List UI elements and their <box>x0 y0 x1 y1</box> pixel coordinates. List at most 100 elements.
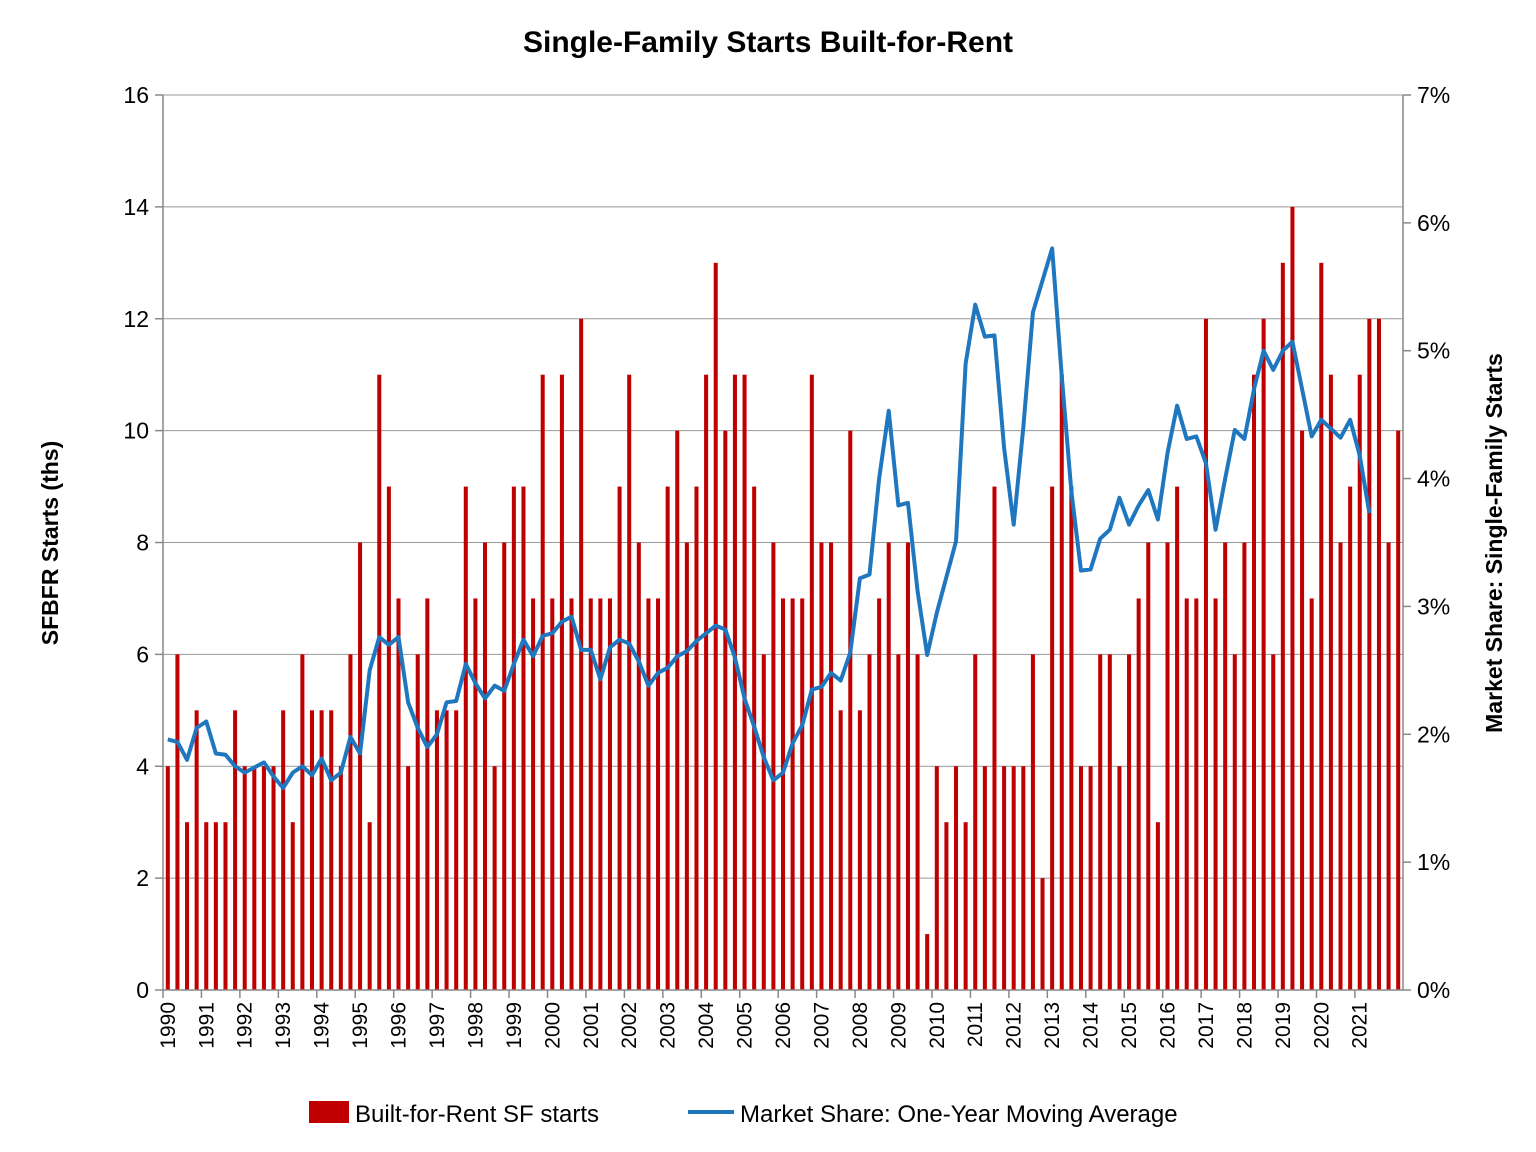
bar <box>406 766 411 990</box>
bar <box>1040 878 1045 990</box>
bar <box>742 374 747 990</box>
bar <box>358 542 363 990</box>
x-tick-label: 2002 <box>618 1002 641 1049</box>
x-tick-label: 2006 <box>772 1002 795 1049</box>
x-tick-label: 2000 <box>541 1002 564 1049</box>
left-tick-label: 12 <box>123 306 149 332</box>
bar <box>771 542 776 990</box>
bar <box>540 374 545 990</box>
bar <box>377 374 382 990</box>
bar <box>223 822 228 990</box>
bar <box>309 710 315 990</box>
bar <box>579 318 584 990</box>
bar <box>569 598 574 990</box>
left-tick-label: 16 <box>123 82 149 108</box>
x-tick-label: 2012 <box>1003 1002 1026 1049</box>
bar <box>1021 766 1026 990</box>
bar <box>838 710 843 990</box>
left-axis-ticks: 0 2 4 6 8 10 12 14 16 <box>123 82 163 1003</box>
bar <box>1396 430 1401 990</box>
x-tick-label: 1999 <box>503 1002 526 1049</box>
market-share-line <box>167 246 1372 790</box>
left-tick-label: 2 <box>136 865 149 891</box>
bar <box>704 374 709 990</box>
bar <box>1367 318 1372 990</box>
bar <box>1309 598 1314 990</box>
x-tick-label: 2003 <box>657 1002 680 1049</box>
bar <box>1232 654 1237 990</box>
x-tick-label: 2008 <box>849 1002 872 1049</box>
bar <box>1146 542 1151 990</box>
bar <box>627 374 632 990</box>
right-tick-label: 2% <box>1417 721 1450 747</box>
bar <box>559 374 564 990</box>
bar <box>1088 766 1093 990</box>
bar <box>300 654 305 990</box>
bar <box>396 598 401 990</box>
bar <box>1011 766 1016 990</box>
bar <box>905 542 910 990</box>
left-tick-label: 4 <box>136 753 149 779</box>
bar <box>319 710 324 990</box>
bar <box>934 766 939 990</box>
bar <box>1386 542 1391 990</box>
bar <box>242 766 247 990</box>
bar <box>800 598 805 990</box>
bar-series <box>165 206 1401 990</box>
bar <box>434 710 439 990</box>
x-tick-label: 2010 <box>926 1002 949 1049</box>
bar <box>1338 542 1343 990</box>
bar <box>598 598 603 990</box>
bar <box>1117 766 1122 990</box>
bar <box>1328 374 1333 990</box>
bar <box>233 710 238 990</box>
bar <box>1059 374 1064 990</box>
bar <box>925 934 930 990</box>
bar <box>454 710 459 990</box>
bar <box>1348 486 1353 990</box>
x-tick-label: 2017 <box>1195 1002 1218 1049</box>
bar <box>204 822 209 990</box>
bar <box>261 766 266 990</box>
bar <box>877 598 882 990</box>
x-tick-label: 1995 <box>349 1002 372 1049</box>
bar <box>954 766 959 990</box>
bar <box>1194 598 1199 990</box>
bar <box>886 542 891 990</box>
bar <box>732 374 737 990</box>
bar <box>386 486 391 990</box>
x-tick-label: 2005 <box>734 1002 757 1049</box>
bar <box>1107 654 1112 990</box>
bar <box>752 486 757 990</box>
bar <box>819 542 824 990</box>
x-tick-label: 2014 <box>1080 1002 1103 1049</box>
left-tick-label: 0 <box>136 977 149 1003</box>
bar <box>165 766 170 990</box>
bar <box>1002 766 1007 990</box>
bar <box>473 598 478 990</box>
bar <box>1184 598 1189 990</box>
right-tick-label: 3% <box>1417 593 1450 619</box>
bar <box>1098 654 1103 990</box>
legend: Built-for-Rent SF starts Market Share: O… <box>309 1101 1178 1128</box>
legend-label-bars: Built-for-Rent SF starts <box>355 1101 599 1128</box>
legend-swatch-bars <box>309 1101 349 1123</box>
bar <box>425 598 430 990</box>
x-tick-label: 2007 <box>810 1002 833 1049</box>
bar <box>790 598 795 990</box>
bar <box>944 822 949 990</box>
bar <box>1136 598 1141 990</box>
bar <box>185 822 190 990</box>
bar <box>290 822 295 990</box>
left-tick-label: 10 <box>123 418 149 444</box>
bar <box>252 766 257 990</box>
right-tick-label: 4% <box>1417 466 1450 492</box>
bar <box>665 486 670 990</box>
x-tick-label: 1994 <box>311 1002 334 1049</box>
x-tick-label: 1991 <box>195 1002 218 1049</box>
bar <box>761 654 766 990</box>
bar <box>1290 206 1295 990</box>
right-axis-ticks: 0% 1% 2% 3% 4% 5% 6% 7% <box>1403 82 1450 1003</box>
x-tick-label: 2019 <box>1272 1002 1295 1049</box>
x-tick-label: 2016 <box>1156 1002 1179 1049</box>
